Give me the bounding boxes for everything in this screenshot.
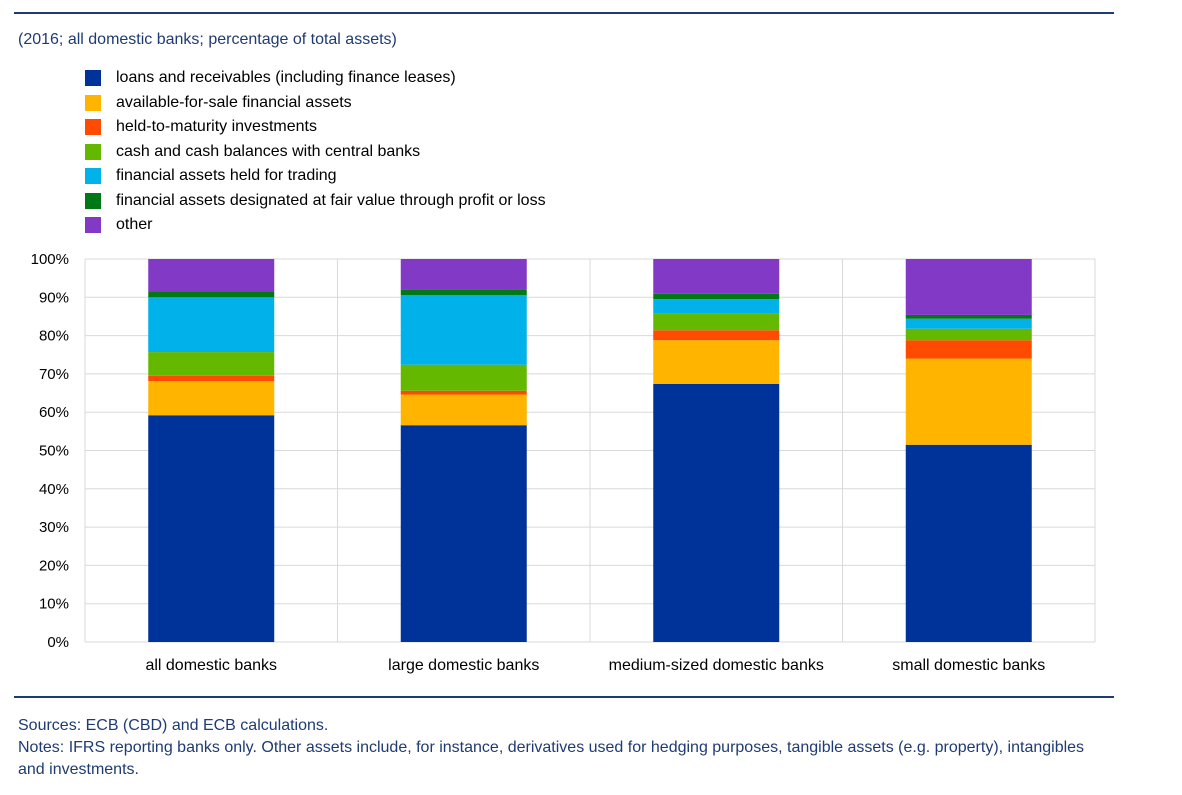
bar-segment (653, 330, 780, 341)
y-tick-label: 40% (39, 481, 69, 498)
legend-label: cash and cash balances with central bank… (116, 142, 421, 160)
legend-swatch (85, 70, 101, 87)
bar-segment (653, 299, 780, 314)
y-tick-label: 0% (47, 634, 69, 651)
x-category-label: all domestic banks (145, 657, 277, 674)
legend: loans and receivables (including finance… (85, 66, 546, 238)
bar-segment (905, 314, 1032, 319)
legend-item: loans and receivables (including finance… (85, 66, 546, 91)
legend-item: other (85, 213, 546, 238)
legend-swatch (85, 94, 101, 111)
bar-segment (148, 297, 275, 353)
legend-label: financial assets designated at fair valu… (116, 191, 546, 209)
y-tick-label: 90% (39, 289, 69, 306)
legend-swatch (85, 192, 101, 209)
sources-note: Sources: ECB (CBD) and ECB calculations. (18, 717, 329, 734)
legend-swatch (85, 217, 101, 234)
bar-segment (653, 340, 780, 384)
y-tick-label: 60% (39, 404, 69, 421)
bar-segment (905, 318, 1032, 329)
bar-segment (148, 352, 275, 376)
bar-segment (905, 444, 1032, 642)
bar-segment (400, 289, 527, 296)
bar-segment (653, 383, 780, 642)
legend-item: held-to-maturity investments (85, 115, 546, 140)
chart-subtitle: (2016; all domestic banks; percentage of… (18, 31, 397, 48)
stacked-bar-chart: 0% 10% 20% 30% 40% 50% 60% 70% 80% 90% 100% all dom… (31, 251, 1096, 674)
bar-segment (653, 293, 780, 300)
bar-segment (400, 259, 527, 290)
legend-label: available-for-sale financial assets (116, 93, 352, 111)
legend-item: financial assets held for trading (85, 164, 546, 189)
legend-swatch (85, 143, 101, 160)
y-tick-label: 10% (39, 596, 69, 613)
y-tick-label: 70% (39, 366, 69, 383)
legend-label: held-to-maturity investments (116, 118, 317, 136)
y-tick-label: 30% (39, 519, 69, 536)
bar-segment (905, 259, 1032, 315)
legend-item: cash and cash balances with central bank… (85, 140, 546, 165)
notes-text: Notes: IFRS reporting banks only. Other … (18, 739, 1085, 778)
bar-segment (148, 259, 275, 292)
y-tick-label: 20% (39, 557, 69, 574)
bar-segment (905, 328, 1032, 341)
y-tick-label: 50% (39, 443, 69, 460)
x-category-label: medium-sized domestic banks (609, 657, 824, 674)
legend-label: financial assets held for trading (116, 167, 337, 185)
bar-segment (148, 375, 275, 382)
bottom-rule (14, 696, 1114, 698)
legend-item: available-for-sale financial assets (85, 91, 546, 116)
legend-label: loans and receivables (including finance… (116, 69, 456, 87)
bar-segment (400, 364, 527, 391)
legend-item: financial assets designated at fair valu… (85, 189, 546, 214)
top-rule (14, 12, 1114, 14)
bar-segment (400, 390, 527, 395)
bar-segment (148, 415, 275, 642)
y-tick-label: 80% (39, 328, 69, 345)
y-tick-label: 100% (31, 251, 69, 268)
legend-label: other (116, 216, 153, 234)
bar-segment (400, 394, 527, 426)
bar-segment (905, 340, 1032, 359)
bar-segment (400, 295, 527, 365)
bar-segment (905, 358, 1032, 445)
legend-swatch (85, 119, 101, 136)
bar-segment (400, 425, 527, 642)
bar-segment (653, 313, 780, 331)
bar-segment (653, 259, 780, 294)
legend-swatch (85, 168, 101, 185)
x-category-label: small domestic banks (892, 657, 1045, 674)
x-category-label: large domestic banks (388, 657, 539, 674)
bar-segment (148, 291, 275, 298)
bar-segment (148, 381, 275, 416)
